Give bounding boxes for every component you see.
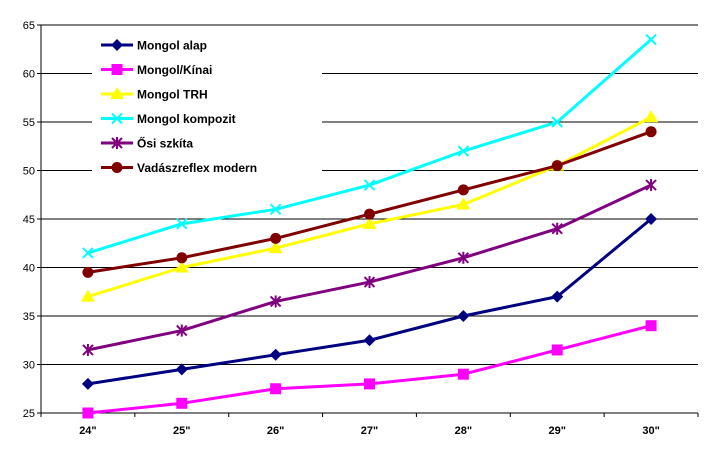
legend-item: Mongol/Kínai — [101, 63, 212, 77]
data-point — [81, 377, 94, 390]
data-point — [645, 179, 657, 192]
series-1 — [82, 320, 657, 419]
data-point — [270, 232, 282, 244]
legend-label: Mongol alap — [137, 39, 207, 53]
series-lines — [80, 33, 659, 419]
data-point — [82, 266, 94, 278]
x-tick-label: 25" — [173, 425, 190, 437]
data-point — [551, 222, 563, 235]
data-point — [111, 162, 123, 173]
axes — [37, 24, 699, 417]
series-3 — [82, 33, 657, 259]
y-tick-label: 60 — [23, 69, 35, 81]
legend-label: Mongol kompozit — [137, 112, 236, 126]
data-point — [174, 260, 189, 273]
series-4 — [82, 179, 657, 356]
data-point — [111, 39, 123, 51]
data-point — [551, 344, 563, 356]
y-tick-label: 65 — [23, 20, 35, 32]
data-point — [269, 348, 282, 361]
x-tick-label: 24" — [79, 425, 96, 437]
x-tick-label: 26" — [267, 425, 284, 437]
marker-stroke — [645, 33, 657, 46]
legend-item: Ősi szkíta — [101, 136, 193, 151]
data-point — [363, 334, 376, 347]
data-point — [176, 324, 188, 337]
x-axis-ticks: 24" 25" 26" 27" 28" 29" 30" — [79, 425, 660, 437]
data-point — [645, 33, 657, 46]
legend-item: Mongol alap — [101, 39, 207, 53]
legend-background — [92, 27, 322, 189]
data-point — [457, 251, 470, 264]
data-point — [364, 378, 375, 390]
data-point — [456, 197, 471, 210]
marker-stroke — [363, 179, 376, 191]
data-point — [645, 320, 657, 332]
y-tick-label: 25 — [23, 408, 35, 420]
data-point — [269, 295, 282, 308]
data-point — [176, 252, 188, 264]
data-point — [457, 310, 470, 322]
data-point — [270, 383, 282, 395]
data-point — [176, 397, 188, 409]
y-tick-label: 30 — [23, 360, 35, 372]
legend-label: Ősi szkíta — [137, 136, 193, 151]
data-point — [551, 116, 563, 128]
data-point — [111, 112, 123, 125]
x-tick-label: 30" — [642, 425, 659, 437]
data-point — [110, 87, 124, 99]
marker-stroke — [176, 218, 188, 230]
legend-item: Mongol TRH — [101, 87, 208, 102]
series-5 — [82, 126, 657, 278]
data-point — [551, 290, 564, 303]
data-point — [457, 145, 470, 157]
legend-item: Vadászreflex modern — [101, 161, 257, 175]
data-point — [644, 110, 659, 123]
data-point — [363, 179, 376, 191]
legend-label: Mongol/Kínai — [137, 63, 212, 77]
legend-box — [92, 27, 322, 189]
y-tick-label: 40 — [23, 263, 35, 275]
x-tick-label: 29" — [548, 425, 565, 437]
data-point — [176, 218, 188, 230]
data-point — [111, 137, 123, 149]
marker-stroke — [111, 112, 123, 125]
legend-item: Mongol kompozit — [101, 112, 236, 126]
data-point — [82, 247, 94, 259]
data-point — [175, 363, 188, 376]
series-0 — [81, 213, 658, 390]
data-point — [363, 276, 376, 289]
data-point — [269, 203, 282, 216]
y-tick-label: 45 — [23, 214, 35, 226]
x-tick-label: 28" — [455, 425, 472, 437]
data-point — [362, 216, 377, 229]
data-point — [364, 208, 375, 220]
data-point — [457, 368, 469, 380]
data-point — [111, 64, 123, 75]
data-point — [80, 289, 95, 302]
marker-stroke — [82, 247, 94, 259]
data-point — [268, 241, 283, 254]
data-point — [645, 126, 657, 138]
y-tick-label: 50 — [23, 166, 35, 178]
data-point — [82, 407, 94, 419]
data-point — [457, 184, 469, 196]
x-tick-label: 27" — [361, 425, 378, 437]
marker-stroke — [269, 203, 282, 216]
marker-stroke — [551, 116, 563, 128]
legend-label: Vadászreflex modern — [137, 161, 257, 175]
marker-stroke — [457, 145, 470, 157]
y-tick-label: 35 — [23, 311, 35, 323]
legend: Mongol alap Mongol/Kínai Mongol TRH Mongol … — [101, 39, 257, 175]
legend-label: Mongol TRH — [137, 88, 208, 102]
data-point — [551, 160, 563, 172]
data-point — [82, 343, 94, 356]
y-axis-ticks: 25 30 35 40 45 50 55 60 65 — [23, 20, 35, 420]
y-tick-label: 55 — [23, 117, 35, 129]
data-point — [645, 213, 658, 225]
series-line — [87, 217, 653, 386]
